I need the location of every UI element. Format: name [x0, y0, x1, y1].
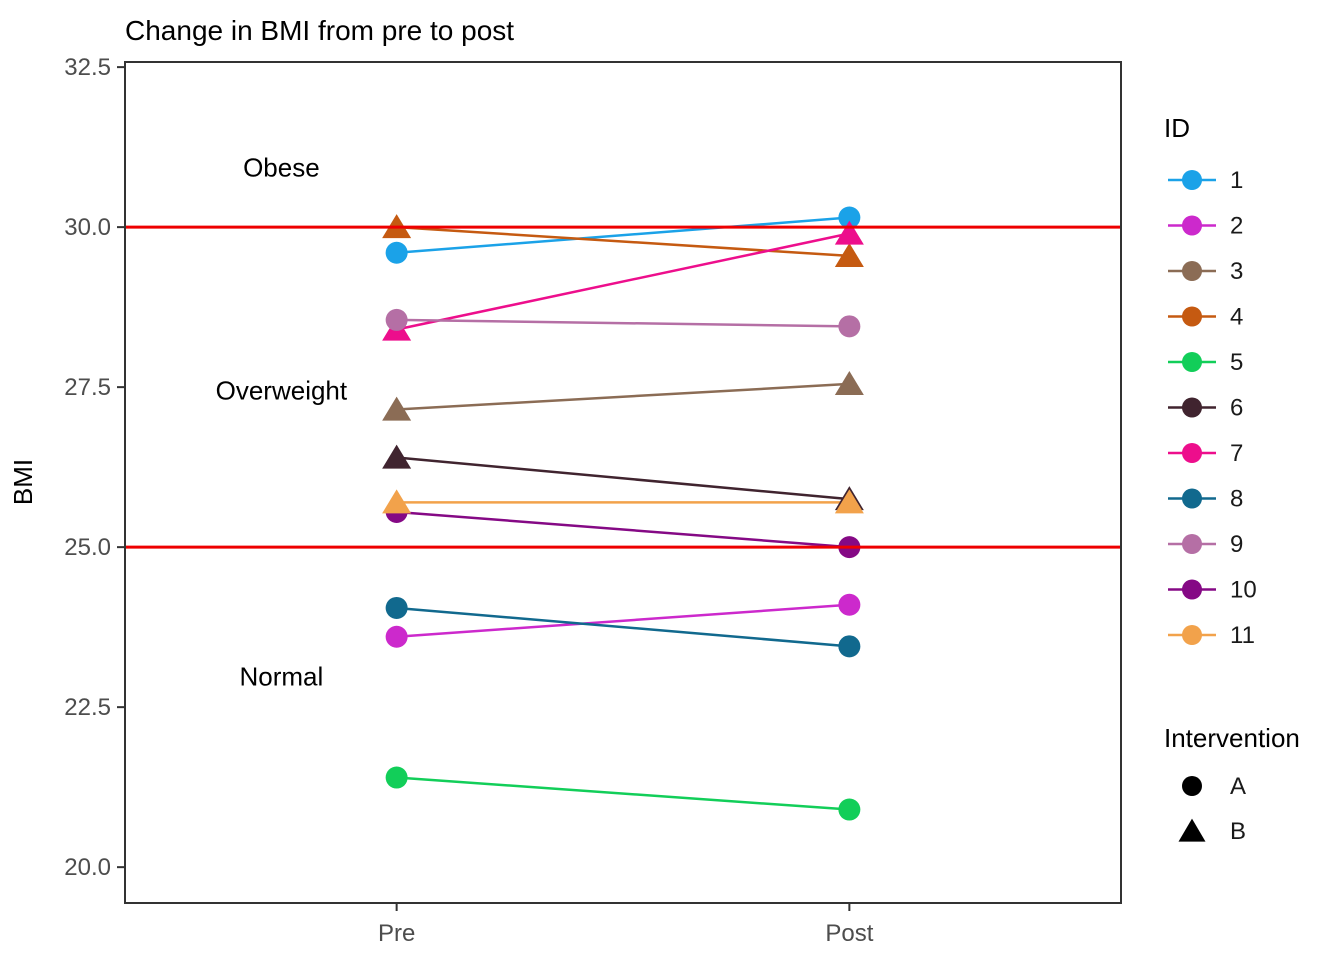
- legend-key-marker-1: [1182, 170, 1202, 190]
- reference-lines: [125, 225, 1121, 549]
- point-id3-post: [834, 370, 864, 395]
- series-line-4: [396, 225, 850, 258]
- region-annotations: Obese Overweight Normal: [216, 153, 348, 692]
- panel-border: [124, 61, 1122, 904]
- series-line-10: [396, 510, 850, 549]
- legend-intervention-label-b: B: [1230, 818, 1246, 845]
- point-id3-pre: [382, 396, 412, 421]
- legend-intervention-items: AB: [1178, 773, 1246, 845]
- point-id1-pre: [385, 241, 408, 264]
- legend-id-label-11: 11: [1230, 622, 1255, 649]
- y-axis-title: BMI: [8, 459, 38, 505]
- annotation-normal: Normal: [239, 661, 323, 691]
- plot-panel: [125, 62, 1121, 903]
- legend-id-label-4: 4: [1230, 304, 1243, 331]
- y-tick-label: 27.5: [64, 374, 111, 401]
- series-line-5: [396, 776, 850, 811]
- y-tick-label: 30.0: [64, 214, 111, 241]
- legend-id-title: ID: [1164, 113, 1190, 143]
- legend-id-label-1: 1: [1230, 167, 1243, 194]
- legend-key-marker-10: [1182, 579, 1202, 600]
- legend-id-label-6: 6: [1230, 395, 1243, 422]
- legend-intervention-label-a: A: [1230, 773, 1246, 800]
- legend-key-marker-3: [1182, 261, 1202, 281]
- point-id5-pre: [385, 766, 408, 789]
- legend-key-marker-11: [1182, 625, 1202, 645]
- point-id8-post: [838, 635, 861, 658]
- point-id8-pre: [385, 596, 408, 619]
- chart-title: Change in BMI from pre to post: [125, 15, 514, 46]
- legend-key-marker-2: [1182, 215, 1202, 236]
- point-id5-post: [838, 798, 861, 821]
- y-tick-label: 32.5: [64, 54, 111, 81]
- series-line-1: [396, 216, 850, 254]
- point-id2-pre: [385, 625, 408, 648]
- legend-id-label-5: 5: [1230, 349, 1243, 376]
- legend-intervention-title: Intervention: [1164, 723, 1300, 753]
- point-id11-pre: [382, 489, 412, 514]
- legend-key-marker-8: [1182, 488, 1202, 509]
- point-id6-pre: [382, 444, 412, 469]
- point-id4-post: [834, 242, 864, 267]
- legend-id-label-3: 3: [1230, 258, 1243, 285]
- series-line-6: [396, 456, 850, 501]
- series-line-7: [396, 232, 850, 331]
- legend-key-marker-7: [1182, 443, 1202, 463]
- legend-key-marker-9: [1182, 534, 1202, 554]
- annotation-obese: Obese: [243, 153, 320, 183]
- y-tick-label: 20.0: [64, 854, 111, 881]
- x-axis: Pre Post: [378, 903, 874, 947]
- point-id9-post: [838, 315, 861, 338]
- series-points: [382, 206, 864, 821]
- series-line-2: [396, 603, 850, 638]
- series-line-9: [396, 318, 850, 328]
- x-tick-label: Pre: [378, 920, 415, 947]
- y-axis: 32.5 30.0 27.5 25.0 22.5 20.0: [64, 54, 125, 881]
- legend-id-label-8: 8: [1230, 486, 1243, 513]
- legend-key-marker-5: [1182, 352, 1202, 372]
- legend-id-label-10: 10: [1230, 577, 1257, 604]
- point-id9-pre: [385, 308, 408, 331]
- point-id11-post: [834, 489, 864, 514]
- series-lines: [396, 216, 850, 811]
- point-id2-post: [838, 593, 861, 616]
- x-tick-label: Post: [825, 920, 873, 947]
- y-tick-label: 22.5: [64, 694, 111, 721]
- legend: ID 1 2 3 4 5 6 7 8 9 10 11 Intervention AB: [1164, 113, 1300, 845]
- legend-intervention-marker-a: [1182, 776, 1202, 796]
- legend-key-marker-4: [1182, 306, 1202, 327]
- point-id1-post: [838, 206, 861, 229]
- legend-id-label-9: 9: [1230, 531, 1243, 558]
- series-line-8: [396, 606, 850, 648]
- y-tick-label: 25.0: [64, 534, 111, 561]
- point-id7-post: [834, 220, 864, 245]
- series-line-3: [396, 382, 850, 411]
- annotation-overweight: Overweight: [216, 375, 348, 405]
- legend-id-items: 1 2 3 4 5 6 7 8 9 10 11: [1168, 167, 1257, 649]
- legend-id-label-2: 2: [1230, 213, 1243, 240]
- legend-intervention-marker-b: [1178, 818, 1206, 842]
- legend-key-marker-6: [1182, 397, 1202, 418]
- legend-id-label-7: 7: [1230, 440, 1243, 467]
